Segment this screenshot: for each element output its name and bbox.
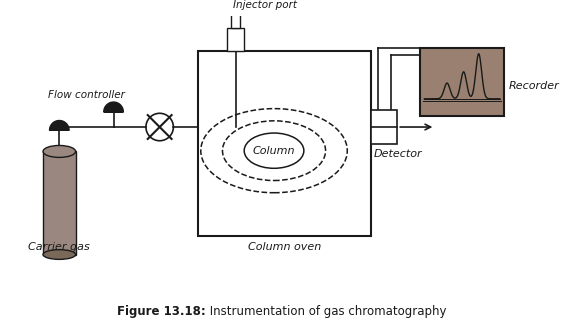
Bar bbox=[227, 28, 244, 51]
Polygon shape bbox=[50, 120, 69, 130]
Ellipse shape bbox=[43, 250, 75, 259]
Text: Flow controller: Flow controller bbox=[48, 90, 125, 100]
Polygon shape bbox=[104, 102, 123, 112]
Bar bbox=[420, 48, 504, 116]
Text: Instrumentation of gas chromatography: Instrumentation of gas chromatography bbox=[206, 305, 446, 318]
Text: Column oven: Column oven bbox=[248, 242, 321, 252]
Bar bbox=[43, 152, 75, 255]
Text: Carrier gas: Carrier gas bbox=[29, 242, 90, 252]
Text: Recorder: Recorder bbox=[509, 81, 559, 91]
Bar bbox=[371, 110, 397, 144]
Text: Detector: Detector bbox=[374, 149, 423, 159]
Text: Figure 13.18:: Figure 13.18: bbox=[117, 305, 206, 318]
Text: Column: Column bbox=[253, 146, 295, 156]
Bar bbox=[198, 51, 371, 236]
Text: Injector port: Injector port bbox=[234, 0, 297, 10]
Bar bbox=[231, 13, 240, 28]
Ellipse shape bbox=[43, 145, 75, 157]
